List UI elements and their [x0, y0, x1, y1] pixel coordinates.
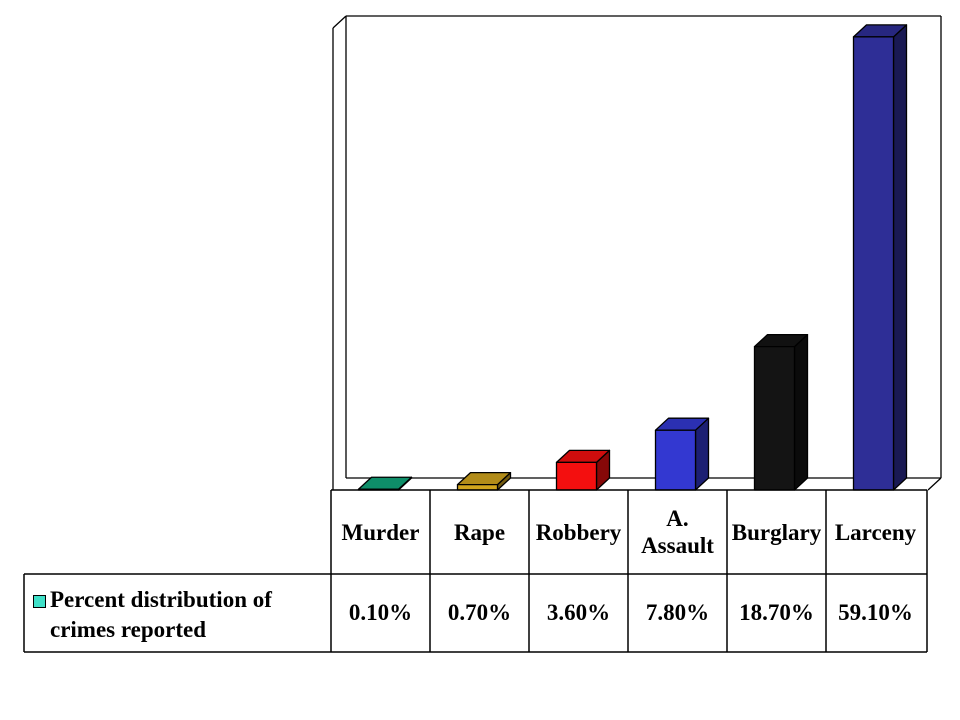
category-label: Robbery — [535, 519, 622, 545]
bar-front-face — [753, 345, 796, 491]
data-label: 7.80% — [645, 600, 710, 625]
bar-rape — [456, 471, 512, 491]
legend-swatch — [33, 595, 46, 608]
bar-larceny — [852, 24, 908, 491]
chart-walls — [332, 15, 942, 491]
legend-label: Percent distribution of crimes reported — [50, 587, 272, 642]
bar-side-face — [793, 333, 809, 491]
bar-robbery — [555, 449, 611, 491]
category-label: Murder — [341, 519, 420, 545]
bar-front-face — [654, 429, 697, 491]
category-label: A. Assault — [641, 506, 714, 558]
category-label: Burglary — [731, 519, 822, 545]
data-label: 0.70% — [447, 600, 512, 625]
bar-side-face — [892, 24, 908, 491]
data-label: 3.60% — [546, 600, 611, 625]
category-label: Rape — [453, 519, 506, 545]
bar-burglary — [753, 333, 809, 491]
bar-front-face — [852, 36, 895, 491]
data-label: 59.10% — [838, 600, 913, 625]
left-wall-top-edge — [332, 15, 347, 29]
chart-bars — [357, 24, 908, 491]
category-label: Larceny — [834, 519, 917, 545]
data-table-grid — [23, 489, 928, 653]
data-label: 0.10% — [348, 600, 413, 625]
bar-murder — [357, 476, 413, 491]
bar-front-face — [555, 461, 598, 491]
bar-top-face — [357, 476, 413, 490]
floor-right-edge — [927, 477, 942, 491]
data-label: 18.70% — [739, 600, 814, 625]
bar-a-assault — [654, 417, 710, 491]
